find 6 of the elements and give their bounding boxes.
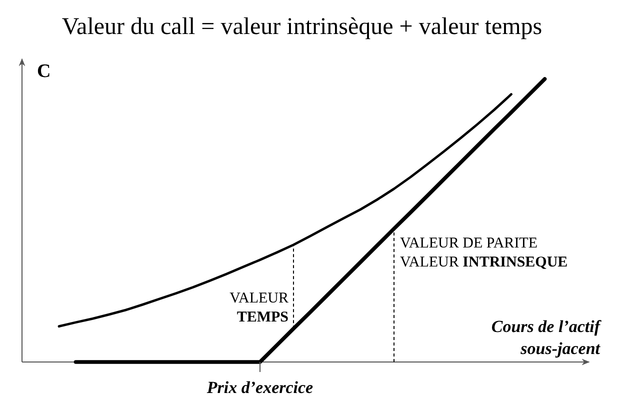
annotation: VALEUR TEMPS	[230, 290, 288, 326]
text: Prix d’exercice	[206, 378, 314, 397]
chart-title: Valeur du call = valeur intrinsèque + valeur temps	[62, 14, 542, 40]
y-axis-title: C	[37, 61, 51, 82]
x-axis-title: Cours de l’actif sous-jacent	[491, 317, 602, 358]
annotation: VALEUR DE PARITE VALEUR INTRINSEQUE	[400, 236, 568, 270]
